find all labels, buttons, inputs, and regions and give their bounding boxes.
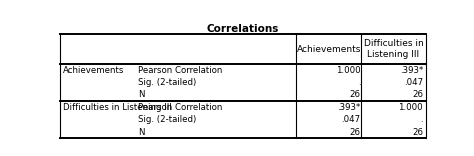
Text: N: N — [138, 128, 145, 136]
Text: Difficulties in
Listening III: Difficulties in Listening III — [364, 39, 423, 59]
Text: Sig. (2-tailed): Sig. (2-tailed) — [138, 115, 197, 124]
Text: .: . — [420, 115, 423, 124]
Text: 26: 26 — [412, 128, 423, 136]
Text: Difficulties in Listening III: Difficulties in Listening III — [63, 103, 172, 112]
Text: 1.000: 1.000 — [336, 66, 360, 75]
Text: .: . — [358, 78, 360, 87]
Text: 26: 26 — [412, 90, 423, 99]
Text: Achievements: Achievements — [63, 66, 124, 75]
Text: Pearson Correlation: Pearson Correlation — [138, 66, 223, 75]
Text: 1.000: 1.000 — [398, 103, 423, 112]
Text: .393*: .393* — [337, 103, 360, 112]
Text: Pearson Correlation: Pearson Correlation — [138, 103, 223, 112]
Text: Sig. (2-tailed): Sig. (2-tailed) — [138, 78, 197, 87]
Text: 26: 26 — [349, 128, 360, 136]
Text: .047: .047 — [341, 115, 360, 124]
Text: Achievements: Achievements — [297, 45, 361, 54]
Text: 26: 26 — [349, 90, 360, 99]
Text: .047: .047 — [404, 78, 423, 87]
Text: Correlations: Correlations — [207, 24, 279, 34]
Text: N: N — [138, 90, 145, 99]
Text: .393*: .393* — [400, 66, 423, 75]
